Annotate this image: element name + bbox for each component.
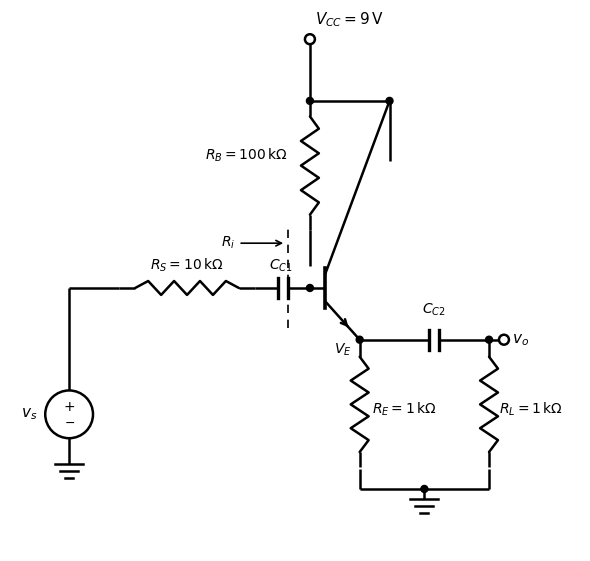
- Text: $-$: $-$: [64, 416, 75, 429]
- Circle shape: [421, 485, 428, 493]
- Text: $R_i$: $R_i$: [221, 235, 235, 251]
- Text: $R_E=1\,\mathrm{k\Omega}$: $R_E=1\,\mathrm{k\Omega}$: [372, 401, 436, 418]
- Text: $V_{CC}=9\,\mathrm{V}$: $V_{CC}=9\,\mathrm{V}$: [315, 11, 384, 29]
- Circle shape: [499, 335, 509, 344]
- Circle shape: [305, 34, 315, 44]
- Circle shape: [45, 390, 93, 438]
- Circle shape: [306, 284, 313, 292]
- Text: $C_{C2}$: $C_{C2}$: [422, 301, 446, 318]
- Circle shape: [386, 98, 393, 104]
- Text: $R_S=10\,\mathrm{k\Omega}$: $R_S=10\,\mathrm{k\Omega}$: [150, 256, 223, 274]
- Circle shape: [356, 336, 363, 343]
- Text: $V_E$: $V_E$: [334, 342, 352, 358]
- Text: +: +: [63, 401, 75, 415]
- Text: $C_{C1}$: $C_{C1}$: [269, 257, 293, 274]
- Text: $R_L=1\,\mathrm{k\Omega}$: $R_L=1\,\mathrm{k\Omega}$: [499, 401, 563, 418]
- Text: $v_s$: $v_s$: [21, 407, 37, 422]
- Text: $v_o$: $v_o$: [512, 332, 529, 348]
- Text: $R_B=100\,\mathrm{k\Omega}$: $R_B=100\,\mathrm{k\Omega}$: [205, 147, 288, 164]
- Circle shape: [486, 336, 493, 343]
- Circle shape: [306, 98, 313, 104]
